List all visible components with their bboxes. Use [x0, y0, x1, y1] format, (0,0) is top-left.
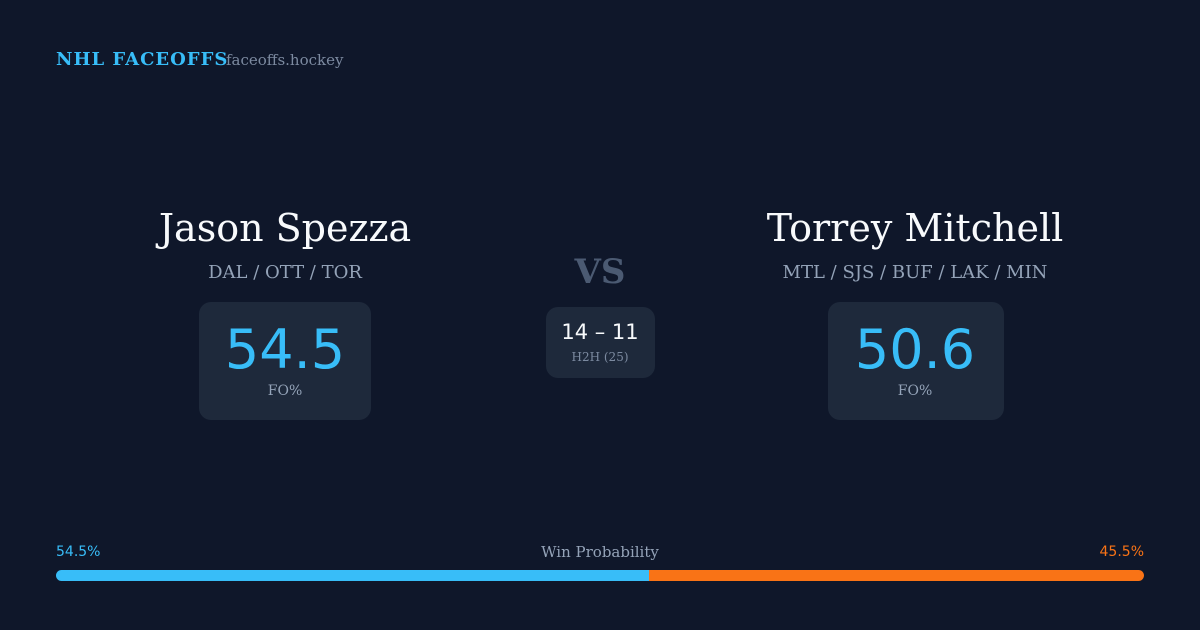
site-name: faceoffs.hockey: [226, 51, 344, 69]
stat-card: [828, 302, 1004, 420]
fo-label: FO%: [267, 383, 303, 399]
h2h-card: [546, 307, 655, 378]
stat-card: [199, 302, 371, 420]
brand-title: NHL FACEOFFS: [56, 49, 229, 70]
h2h-score: 14 – 11: [561, 320, 639, 344]
fo-pct: 54.5: [224, 318, 346, 381]
versus: VS: [574, 252, 626, 292]
fo-label: FO%: [897, 383, 933, 399]
h2h-label: H2H (25): [571, 350, 629, 364]
win-bar-right: [648, 570, 1144, 581]
win-prob-title: Win Probability: [541, 543, 659, 561]
fo-pct: 50.6: [854, 318, 976, 381]
win-pct-right: 45.5%: [1099, 544, 1144, 560]
win-bar-left: [56, 570, 649, 581]
win-pct-left: 54.5%: [56, 544, 101, 560]
player-teams: DAL / OTT / TOR: [208, 262, 362, 283]
player-teams: MTL / SJS / BUF / LAK / MIN: [782, 262, 1048, 283]
player-name: Torrey Mitchell: [766, 206, 1064, 250]
player-name: Jason Spezza: [158, 206, 412, 250]
